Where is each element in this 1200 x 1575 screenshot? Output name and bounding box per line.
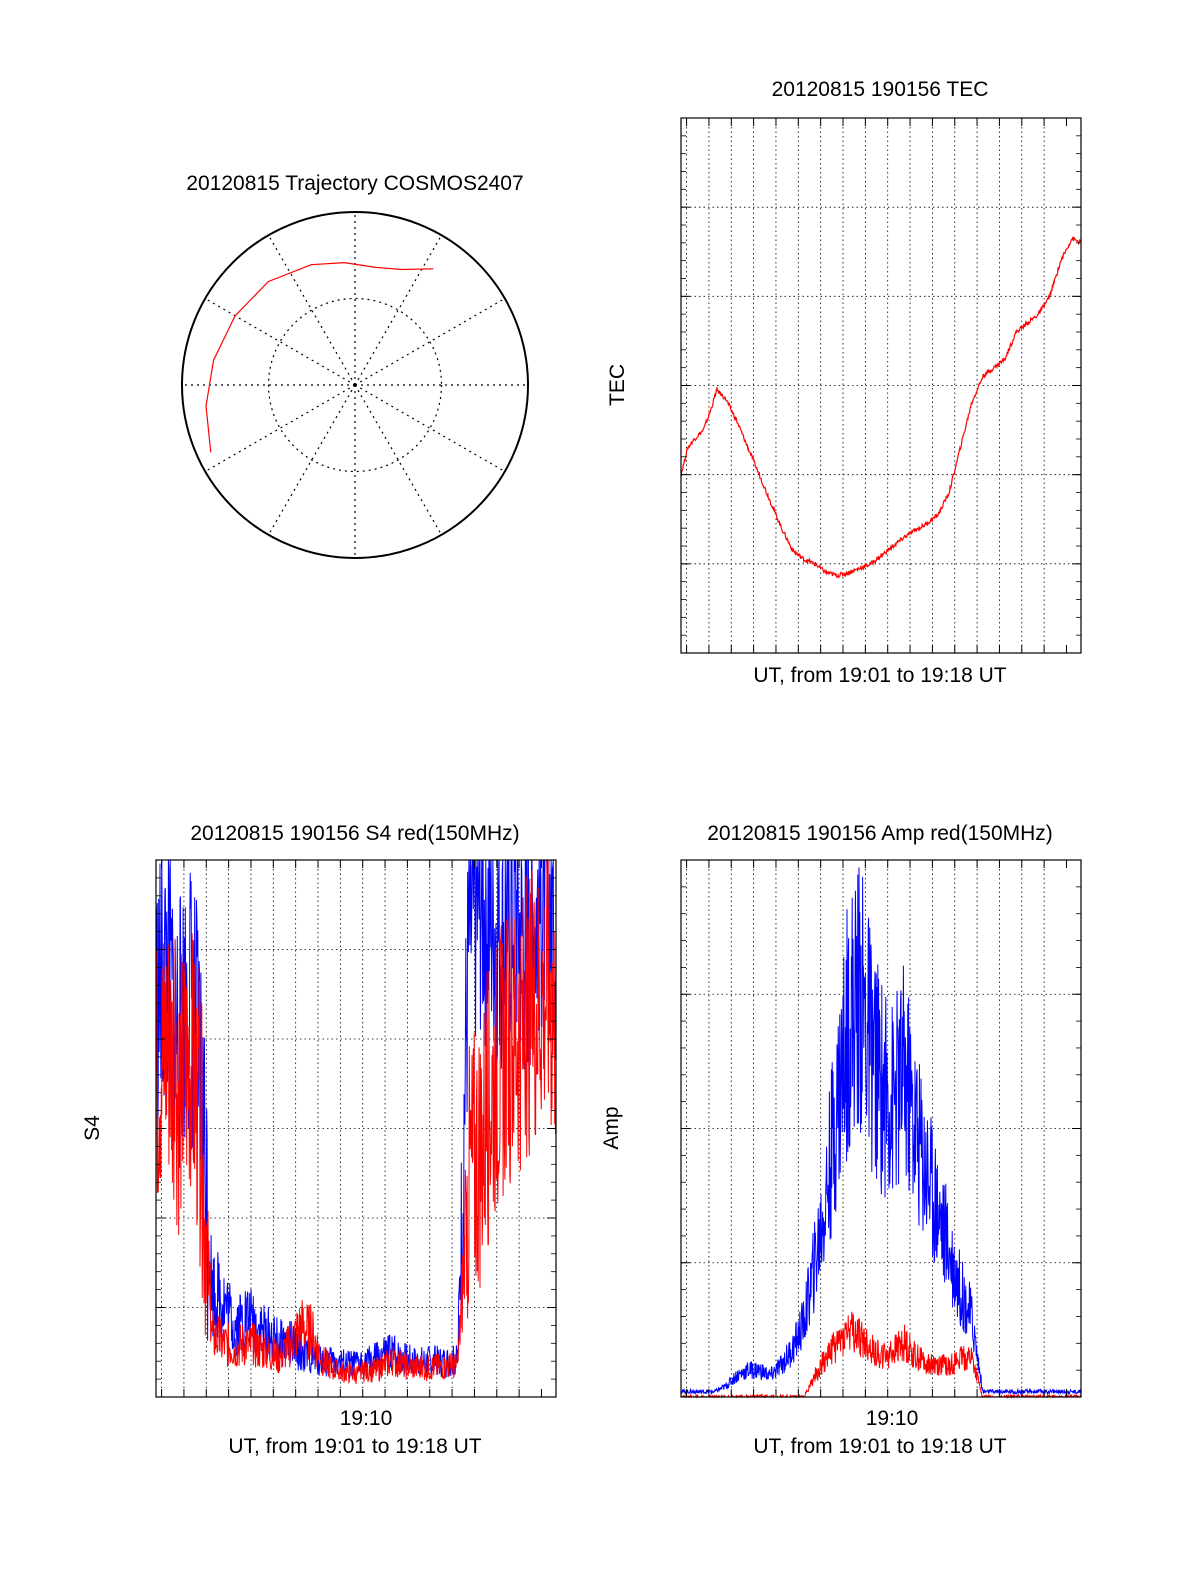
amp-chart: 20120815 190156 Amp red(150MHz) 19:10 UT… <box>600 822 1082 1458</box>
polar-chart-title: 20120815 Trajectory COSMOS2407 <box>186 172 523 195</box>
s4-chart-title: 20120815 190156 S4 red(150MHz) <box>190 822 519 845</box>
s4-series-line <box>155 859 557 1385</box>
tec-y-axis-label: TEC <box>606 364 629 406</box>
s4-series <box>155 859 557 1385</box>
tec-series <box>680 236 1082 579</box>
polar-trajectory-chart: 20120815 Trajectory COSMOS2407 <box>181 172 529 559</box>
tec-series-line <box>680 236 1082 579</box>
polar-spoke <box>354 384 443 536</box>
polar-spoke <box>354 297 506 386</box>
tec-x-axis-label: UT, from 19:01 to 19:18 UT <box>753 664 1006 687</box>
polar-outer-circle <box>181 211 529 559</box>
s4-x-axis-label: UT, from 19:01 to 19:18 UT <box>228 1435 481 1458</box>
polar-spoke <box>204 297 356 386</box>
tec-chart-title: 20120815 190156 TEC <box>772 78 989 101</box>
amp-x-tick-label: 19:10 <box>866 1407 919 1430</box>
amp-series-line <box>680 867 1082 1396</box>
s4-chart: 20120815 190156 S4 red(150MHz) 19:10 UT,… <box>81 822 557 1458</box>
polar-trajectory-series <box>205 261 434 453</box>
s4-frame <box>155 859 557 1398</box>
polar-inner-circle <box>267 297 443 473</box>
tec-frame <box>680 117 1082 654</box>
tec-chart: 20120815 190156 TEC UT, from 19:01 to 19… <box>606 78 1082 687</box>
amp-x-axis-label: UT, from 19:01 to 19:18 UT <box>753 1435 1006 1458</box>
amp-frame <box>680 859 1082 1398</box>
amp-axes <box>680 859 1082 1398</box>
s4-x-tick-label: 19:10 <box>340 1407 393 1430</box>
polar-trajectory-line <box>205 261 434 453</box>
s4-y-axis-label: S4 <box>81 1115 104 1141</box>
polar-spoke <box>204 384 356 473</box>
tec-axes <box>680 117 1082 654</box>
tec-grid <box>681 118 1081 653</box>
amp-series <box>680 867 1082 1399</box>
amp-series-line <box>680 1311 1082 1399</box>
amp-grid <box>681 860 1081 1397</box>
polar-spoke <box>267 234 356 386</box>
polar-spoke <box>267 384 356 536</box>
polar-spoke <box>354 234 443 386</box>
amp-chart-title: 20120815 190156 Amp red(150MHz) <box>707 822 1053 845</box>
amp-y-axis-label: Amp <box>600 1106 623 1149</box>
polar-spoke <box>354 384 506 473</box>
s4-axes <box>155 859 557 1398</box>
polar-grid <box>181 211 529 559</box>
